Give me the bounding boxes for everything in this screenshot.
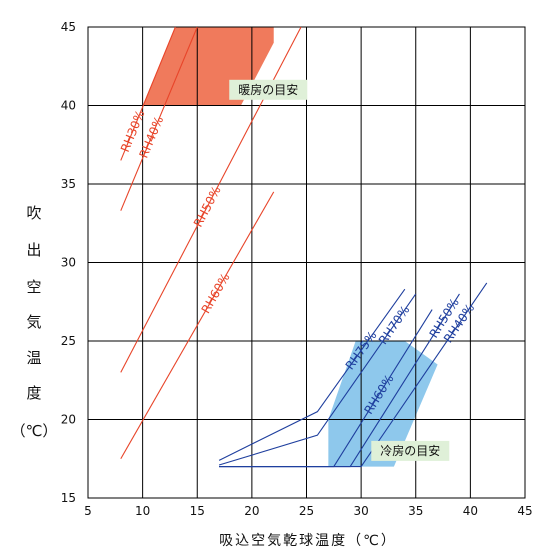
y-axis-label-char: 温: [26, 349, 41, 367]
cooling-line-rh70pct: [218, 293, 417, 466]
x-tick-label: 20: [244, 504, 259, 518]
tick-labels: 5 10 15 20 25 30 35 40 45 15 20 25 30 35 40 45: [61, 20, 533, 518]
x-axis-label: 吸込空気乾球温度（℃）: [219, 533, 397, 549]
y-axis-label-char: 吹: [26, 204, 41, 222]
y-axis-label-char: （℃）: [11, 422, 58, 440]
y-axis-label-char: 空: [26, 278, 41, 296]
cooling-note-text: 冷房の目安: [380, 443, 440, 458]
heating-note-box: [229, 79, 308, 100]
x-tick-label: 5: [84, 504, 92, 518]
heating-line-rh40pct: [120, 26, 198, 211]
heating-line-rh30pct: [120, 26, 176, 161]
y-tick-label: 30: [61, 256, 76, 270]
cooling-label-rh70pct: RH70%: [376, 303, 413, 347]
x-tick-label: 15: [190, 504, 205, 518]
y-tick-label: 45: [61, 20, 76, 34]
heating-label-rh50pct: RH50%: [191, 184, 224, 230]
y-tick-label: 40: [61, 99, 76, 113]
cooling-line-rh40pct: [219, 282, 488, 468]
x-tick-label: 40: [463, 504, 478, 518]
y-tick-label: 25: [61, 334, 76, 348]
cooling-line-rh75pct: [218, 288, 406, 461]
x-tick-label: 35: [408, 504, 423, 518]
y-tick-label: 35: [61, 177, 76, 191]
y-axis-label-char: 気: [26, 313, 41, 331]
heating-note-text: 暖房の目安: [238, 82, 298, 97]
y-axis-label-char: 度: [26, 384, 41, 402]
x-tick-label: 30: [353, 504, 368, 518]
y-tick-label: 15: [61, 491, 76, 505]
y-tick-label: 20: [61, 413, 76, 427]
cooling-note-box: [371, 440, 450, 461]
grid: [87, 26, 526, 499]
heating-label-rh60pct: RH60%: [199, 271, 233, 316]
y-axis-label-char: 出: [26, 241, 41, 259]
heating-line-rh60pct: [120, 191, 275, 460]
x-tick-label: 45: [517, 504, 532, 518]
x-tick-label: 25: [299, 504, 314, 518]
x-tick-label: 10: [135, 504, 150, 518]
plot-frame: [87, 26, 526, 499]
